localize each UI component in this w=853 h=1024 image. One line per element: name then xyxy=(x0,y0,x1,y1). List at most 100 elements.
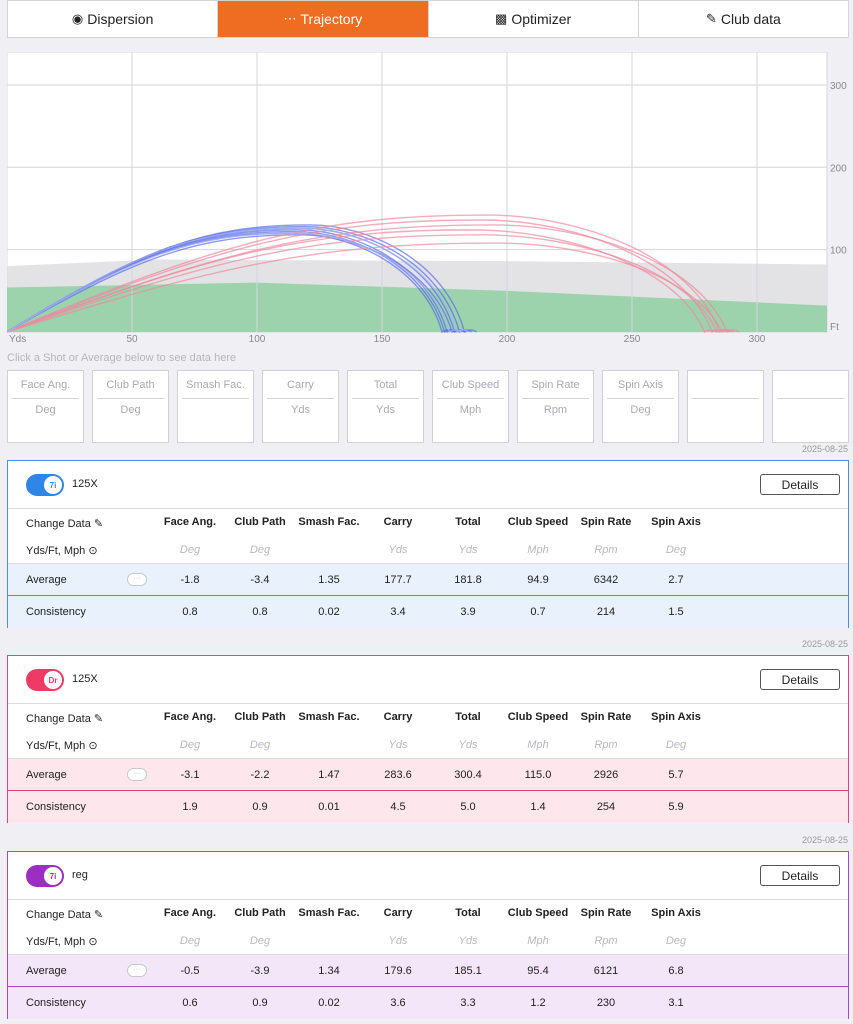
column-unit: Rpm xyxy=(594,935,618,947)
average-row[interactable]: Average ··· -1.8 -3.4 1.35 177.7 181.8 94.9 6342… xyxy=(8,564,848,596)
column-header: Face Ang. xyxy=(163,711,217,723)
column-unit: Deg xyxy=(665,739,687,751)
trajectory-plot[interactable]: 50 100 150 200 250 300 100 200 300 Yds Ft xyxy=(7,52,853,348)
average-value: 94.9 xyxy=(527,574,549,586)
metric-label: Spin Rate xyxy=(522,379,589,399)
average-value: -3.1 xyxy=(180,769,200,781)
column-header: Club Path xyxy=(234,516,286,528)
club-panel: 7i 125X Details Change Data ✎ Yds/Ft, Mph ⊙ F… xyxy=(7,460,849,628)
average-value: 1.47 xyxy=(318,769,340,781)
metric-label: Total xyxy=(352,379,419,399)
club-toggle[interactable]: Dr xyxy=(26,669,64,691)
column-unit: Yds xyxy=(458,935,478,947)
column-header: Spin Axis xyxy=(651,516,701,528)
metric-unit: Deg xyxy=(120,404,141,416)
column-unit: Mph xyxy=(527,935,549,947)
trajectory-line xyxy=(7,242,735,334)
average-row[interactable]: Average ··· -0.5 -3.9 1.34 179.6 185.1 95.4 6121… xyxy=(8,955,848,987)
consistency-value: 0.02 xyxy=(318,606,340,618)
metric-label xyxy=(777,379,844,399)
metric-box xyxy=(772,370,849,443)
row-label: Average xyxy=(26,965,67,977)
units-selector[interactable]: Yds/Ft, Mph ⊙ xyxy=(26,544,98,557)
consistency-value: 0.01 xyxy=(318,801,340,813)
consistency-value: 5.0 xyxy=(460,801,476,813)
metric-unit: Yds xyxy=(291,404,310,416)
metric-label: Smash Fac. xyxy=(182,379,249,399)
column-header: Face Ang. xyxy=(163,516,217,528)
column-header: Total xyxy=(455,907,481,919)
change-data-link[interactable]: Change Data ✎ xyxy=(26,908,103,921)
club-toggle[interactable]: 7i xyxy=(26,474,64,496)
comment-icon[interactable]: ··· xyxy=(127,573,147,586)
change-data-link[interactable]: Change Data ✎ xyxy=(26,712,103,725)
average-value: -3.9 xyxy=(250,965,270,977)
session-date: 2025-08-25 xyxy=(801,444,848,454)
average-value: 5.7 xyxy=(668,769,684,781)
trajectory-chart[interactable]: 50 100 150 200 250 300 100 200 300 Yds Ft xyxy=(7,52,853,348)
consistency-value: 1.5 xyxy=(668,606,684,618)
view-tabs: ◉ Dispersion ⋯ Trajectory ▩ Optimizer ✎ … xyxy=(7,0,849,38)
metric-unit: Yds xyxy=(376,404,395,416)
change-data-link[interactable]: Change Data ✎ xyxy=(26,517,103,530)
column-header-row: Change Data ✎ Yds/Ft, Mph ⊙ Face Ang. Deg Cl… xyxy=(8,704,848,759)
average-value: 95.4 xyxy=(527,965,549,977)
tab-dispersion[interactable]: ◉ Dispersion xyxy=(8,1,219,37)
club-icon: ✎ xyxy=(705,11,717,26)
consistency-value: 3.1 xyxy=(668,997,684,1009)
comment-icon[interactable]: ··· xyxy=(127,964,147,977)
average-value: 185.1 xyxy=(454,965,482,977)
details-button[interactable]: Details xyxy=(760,474,840,495)
column-header: Face Ang. xyxy=(163,907,217,919)
club-panel: 7i reg Details Change Data ✎ Yds/Ft, Mph ⊙ Fa… xyxy=(7,851,849,1019)
units-label: Yds/Ft, Mph xyxy=(26,936,86,948)
column-unit: Yds xyxy=(458,739,478,751)
club-badge: 7i xyxy=(44,476,62,494)
column-header: Spin Axis xyxy=(651,907,701,919)
units-selector[interactable]: Yds/Ft, Mph ⊙ xyxy=(26,739,98,752)
consistency-value: 0.9 xyxy=(252,997,268,1009)
row-label: Consistency xyxy=(26,606,86,618)
tab-optimizer[interactable]: ▩ Optimizer xyxy=(429,1,639,37)
details-button[interactable]: Details xyxy=(760,865,840,886)
metric-label: Club Path xyxy=(97,379,164,399)
units-label: Yds/Ft, Mph xyxy=(26,740,86,752)
comment-icon[interactable]: ··· xyxy=(127,768,147,781)
tab-trajectory[interactable]: ⋯ Trajectory xyxy=(218,1,429,37)
average-value: 2926 xyxy=(593,769,619,781)
metric-box: Smash Fac. xyxy=(177,370,254,443)
column-unit: Mph xyxy=(527,544,549,556)
metric-box: Carry Yds xyxy=(262,370,339,443)
pencil-icon: ✎ xyxy=(93,518,104,530)
chevron-down-icon: ⊙ xyxy=(88,936,98,948)
row-label: Average xyxy=(26,769,67,781)
consistency-value: 0.8 xyxy=(182,606,198,618)
trajectory-line xyxy=(7,229,717,334)
metric-unit: Deg xyxy=(630,404,651,416)
trajectory-line xyxy=(7,230,457,334)
consistency-value: 0.8 xyxy=(252,606,268,618)
units-selector[interactable]: Yds/Ft, Mph ⊙ xyxy=(26,935,98,948)
consistency-value: 0.7 xyxy=(530,606,546,618)
x-tick-label: 200 xyxy=(499,334,516,345)
column-header: Total xyxy=(455,711,481,723)
column-header: Carry xyxy=(383,711,413,723)
shaft-name: 125X xyxy=(72,478,98,490)
column-header: Spin Rate xyxy=(580,516,632,528)
details-button[interactable]: Details xyxy=(760,669,840,690)
x-tick-label: 250 xyxy=(624,334,641,345)
session-date: 2025-08-25 xyxy=(801,639,848,649)
column-header: Spin Rate xyxy=(580,907,632,919)
panel-header: Dr 125X Details xyxy=(8,656,848,704)
club-toggle[interactable]: 7i xyxy=(26,865,64,887)
column-header: Smash Fac. xyxy=(298,711,360,723)
units-label: Yds/Ft, Mph xyxy=(26,545,86,557)
x-axis-label: Yds xyxy=(9,334,26,345)
average-row[interactable]: Average ··· -3.1 -2.2 1.47 283.6 300.4 115.0 292… xyxy=(8,759,848,791)
metric-box: Club Path Deg xyxy=(92,370,169,443)
row-label: Consistency xyxy=(26,801,86,813)
metric-unit: Rpm xyxy=(543,404,568,416)
tab-club-data[interactable]: ✎ Club data xyxy=(639,1,848,37)
average-value: 6342 xyxy=(593,574,619,586)
average-value: 2.7 xyxy=(668,574,684,586)
